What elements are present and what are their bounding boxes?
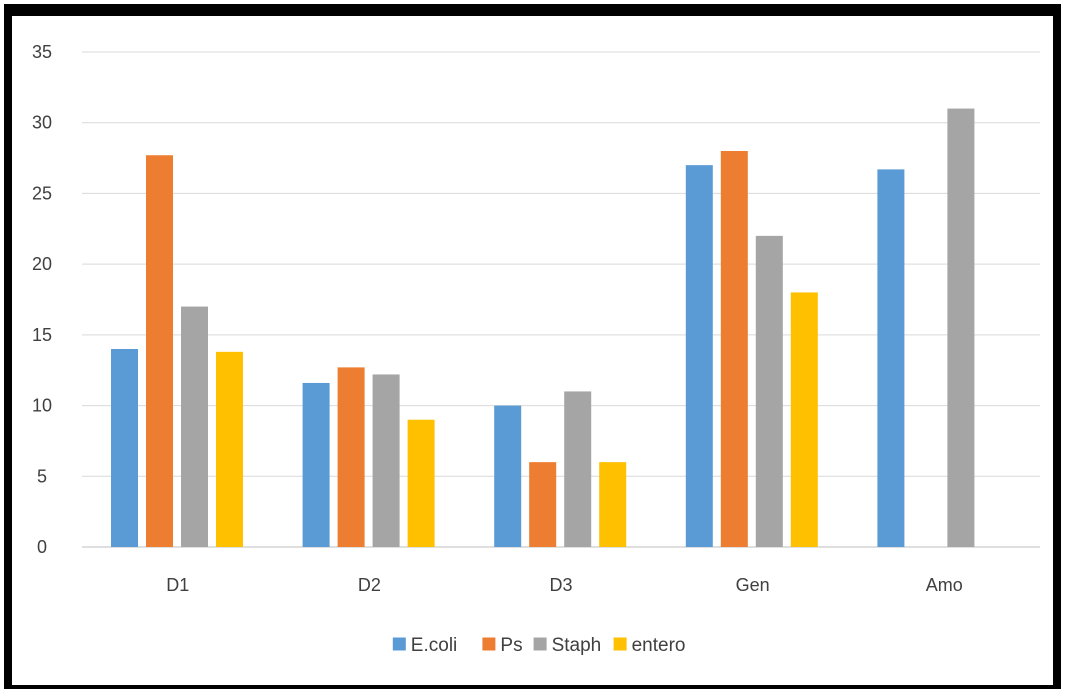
bar-ps-d2 <box>337 367 365 547</box>
bar-entero-gen <box>790 292 818 547</box>
y-tick-label: 20 <box>32 254 52 274</box>
bar-ps-d3 <box>529 462 557 547</box>
bar-entero-d3 <box>599 462 627 547</box>
bar-entero-d2 <box>407 419 435 547</box>
legend: E.coli Ps Staph entero <box>392 635 686 656</box>
x-tick-label: D1 <box>166 575 189 595</box>
bar-staph-d3 <box>564 391 592 547</box>
y-tick-label: 0 <box>37 537 47 557</box>
bar-entero-d1 <box>216 351 243 547</box>
y-tick-label: 5 <box>37 466 47 486</box>
bar-staph-gen <box>755 235 783 547</box>
legend-swatch <box>533 637 547 651</box>
legend-swatch <box>392 637 406 651</box>
x-tick-label: D3 <box>549 575 572 595</box>
bar-e-coli-d1 <box>111 349 138 547</box>
x-tick-label: Amo <box>926 575 963 595</box>
y-tick-label: 15 <box>32 325 52 345</box>
bar-ps-gen <box>720 151 748 547</box>
legend-label: Staph <box>552 635 602 656</box>
bars <box>111 108 975 548</box>
legend-swatch <box>613 637 627 651</box>
bar-e-coli-d3 <box>494 405 522 547</box>
bar-e-coli-d2 <box>302 382 330 547</box>
x-tick-label: Gen <box>736 575 770 595</box>
bar-ps-d1 <box>146 155 173 547</box>
bar-staph-d1 <box>181 306 208 547</box>
legend-label: entero <box>632 635 686 656</box>
legend-swatch <box>482 637 496 651</box>
legend-label: E.coli <box>411 635 457 656</box>
legend-label: Ps <box>500 635 522 656</box>
x-tick-label: D2 <box>358 575 381 595</box>
y-tick-label: 25 <box>32 183 52 203</box>
x-axis-tick-labels: D1 D2 D3 Gen Amo <box>166 575 962 595</box>
y-tick-label: 10 <box>32 396 52 416</box>
bar-staph-amo <box>947 108 975 548</box>
y-tick-label: 30 <box>32 113 52 133</box>
bar-staph-d2 <box>372 374 400 547</box>
bar-e-coli-amo <box>877 169 905 547</box>
bar-e-coli-gen <box>685 165 713 547</box>
y-tick-label: 35 <box>32 42 52 62</box>
y-axis-tick-labels: 0 5 10 15 20 25 30 35 <box>32 42 52 557</box>
